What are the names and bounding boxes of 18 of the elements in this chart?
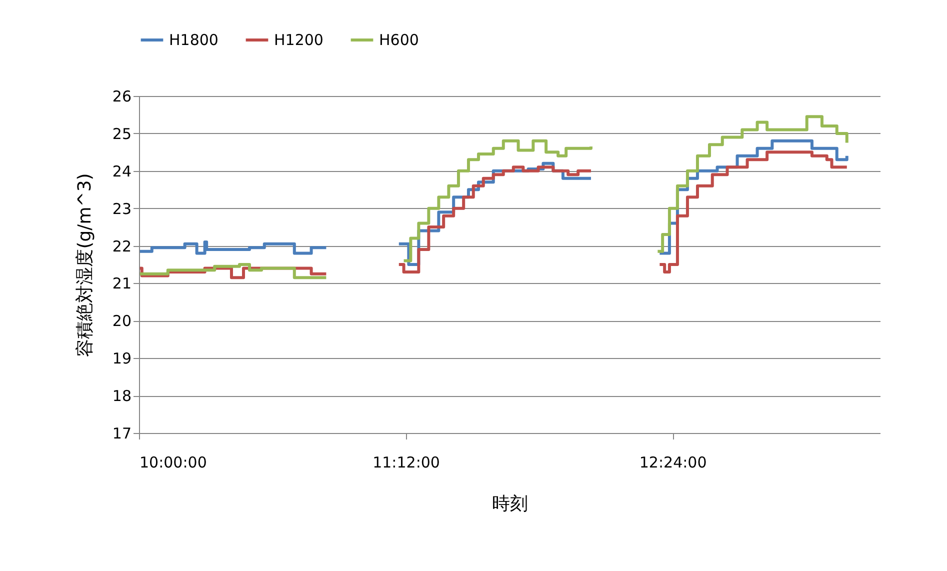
x-tick-label: 10:00:00	[140, 454, 207, 472]
y-tick-label: 20	[112, 312, 132, 330]
y-tick-label: 22	[112, 237, 132, 256]
x-axis-title: 時刻	[492, 494, 528, 514]
y-tick-label: 21	[112, 274, 132, 293]
legend-label: H1800	[169, 31, 218, 49]
x-tick-label: 12:24:00	[639, 454, 707, 472]
x-tick-label: 11:12:00	[372, 454, 440, 472]
y-tick-label: 26	[112, 88, 132, 106]
y-tick-label: 17	[112, 424, 132, 442]
legend-label: H1200	[274, 31, 324, 49]
y-tick-label: 23	[112, 200, 132, 218]
y-tick-label: 24	[112, 162, 132, 180]
y-tick-label: 18	[112, 387, 132, 406]
legend-label: H600	[379, 31, 419, 49]
y-tick-label: 19	[112, 350, 132, 368]
y-tick-label: 25	[112, 124, 132, 143]
y-axis-title: 容積絶対湿度(g/m^3)	[74, 173, 96, 357]
